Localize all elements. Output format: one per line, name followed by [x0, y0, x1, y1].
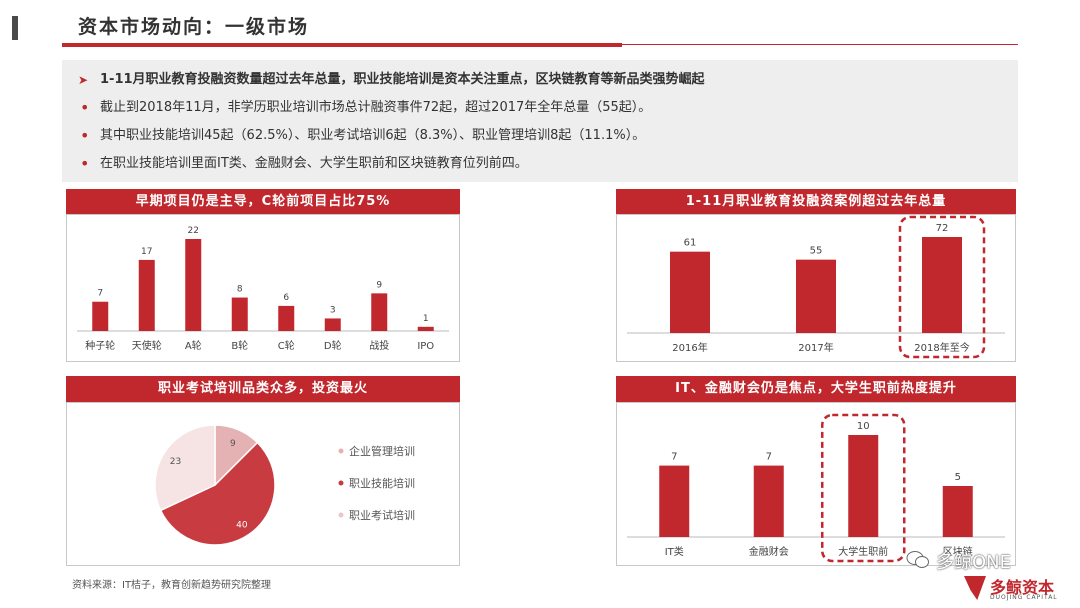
chart-years-svg: 61 2016年 55 2017年 72 2018年至今 — [627, 215, 1005, 359]
bar — [417, 326, 434, 331]
bar-value-label: 72 — [936, 223, 949, 234]
chart-skills-title: IT、金融财会仍是焦点，大学生职前热度提升 — [616, 376, 1016, 402]
legend-marker — [338, 448, 344, 454]
bar — [278, 305, 295, 331]
pie-value-label: 9 — [230, 439, 236, 449]
whale-logo-icon — [964, 576, 986, 600]
chart-pie-title: 职业考试培训品类众多，投资最火 — [66, 376, 460, 402]
pie-slice — [159, 441, 276, 546]
chart-years-title: 1-11月职业教育投融资案例超过去年总量 — [616, 189, 1016, 215]
bar-value-label: 22 — [188, 226, 199, 236]
category-tick-label: 种子轮 — [85, 339, 115, 352]
bar-value-label: 5 — [955, 472, 961, 483]
category-tick-label: IPO — [417, 341, 434, 352]
summary-headline: ➤ 1-11月职业教育投融资数量超过去年总量，职业技能培训是资本关注重点，区块链… — [76, 66, 1004, 94]
chart-skills-svg: 7 IT类 7 金融财会 10 大学生职前 5 区块链 — [627, 413, 1005, 563]
bar-value-label: 3 — [330, 305, 336, 315]
dot-bullet-icon: • — [80, 154, 90, 173]
dot-bullet-icon: • — [80, 98, 90, 117]
bar-value-label: 6 — [283, 293, 289, 303]
chart-years-panel: 61 2016年 55 2017年 72 2018年至今 — [616, 214, 1016, 362]
summary-bullet-text: 其中职业技能培训45起（62.5%）、职业考试培训6起（8.3%）、职业管理培训… — [100, 128, 646, 143]
category-tick-label: 2017年 — [798, 341, 833, 354]
summary-headline-text: 1-11月职业教育投融资数量超过去年总量，职业技能培训是资本关注重点，区块链教育… — [100, 72, 705, 87]
category-tick-label: A轮 — [185, 339, 202, 352]
bar — [371, 293, 388, 331]
category-tick-label: 战投 — [369, 339, 389, 352]
category-tick-label: B轮 — [231, 339, 248, 352]
category-tick-label: D轮 — [324, 339, 342, 352]
chart-skills-panel: 7 IT类 7 金融财会 10 大学生职前 5 区块链 — [616, 402, 1016, 566]
bar-value-label: 17 — [141, 247, 152, 257]
pie-value-label: 40 — [236, 520, 248, 530]
pie-value-label: 23 — [170, 457, 181, 467]
dot-bullet-icon: • — [80, 126, 90, 145]
summary-box: ➤ 1-11月职业教育投融资数量超过去年总量，职业技能培训是资本关注重点，区块链… — [62, 60, 1018, 182]
bar-value-label: 61 — [684, 238, 697, 249]
legend-label: 企业管理培训 — [349, 444, 415, 458]
logo-subtitle: DUOJING CAPITAL — [990, 594, 1058, 601]
bar-value-label: 55 — [810, 246, 823, 257]
bar — [670, 251, 710, 333]
category-tick-label: 大学生职前 — [838, 545, 888, 558]
bar-value-label: 8 — [237, 285, 243, 295]
category-tick-label: C轮 — [278, 339, 295, 352]
summary-bullet-text: 在职业技能培训里面IT类、金融财会、大学生职前和区块链教育位列前四。 — [100, 156, 528, 171]
bar — [753, 465, 784, 537]
source-note: 资料来源：IT桔子，教育创新趋势研究院整理 — [72, 580, 272, 591]
legend-label: 职业技能培训 — [349, 476, 415, 490]
bar — [185, 239, 202, 331]
company-logo: 多鲸资本 DUOJING CAPITAL — [964, 574, 1074, 604]
title-rule-accent — [62, 43, 622, 47]
category-tick-label: 2016年 — [672, 341, 707, 354]
bar-value-label: 1 — [423, 314, 429, 324]
summary-bullet: • 截止到2018年11月，非学历职业培训市场总计融资事件72起，超过2017年… — [76, 94, 1004, 122]
chart-rounds-panel: 7 种子轮 17 天使轮 22 A轮 8 B轮 6 C轮 3 D轮 9 战投 1 IPO — [66, 214, 460, 362]
bar — [231, 297, 248, 331]
chart-rounds-svg: 7 种子轮 17 天使轮 22 A轮 8 B轮 6 C轮 3 D轮 9 战投 1 IPO — [77, 226, 449, 352]
wechat-icon — [906, 551, 929, 568]
pie-slice — [154, 424, 216, 512]
bar — [848, 435, 879, 537]
bar-value-label: 10 — [857, 421, 870, 432]
bar — [922, 237, 962, 333]
bar-value-label: 7 — [766, 452, 772, 463]
category-tick-label: 金融财会 — [749, 545, 789, 558]
bar — [324, 318, 341, 331]
category-tick-label: 区块链 — [943, 545, 973, 558]
highlight-dashed-box — [898, 215, 986, 359]
header-accent-bar — [12, 16, 18, 40]
category-tick-label: 2018年至今 — [914, 341, 969, 354]
summary-bullet: • 其中职业技能培训45起（62.5%）、职业考试培训6起（8.3%）、职业管理… — [76, 122, 1004, 150]
bar-value-label: 7 — [671, 452, 677, 463]
bar — [659, 465, 690, 537]
bar-value-label: 7 — [97, 289, 103, 299]
bar — [138, 259, 155, 331]
legend-marker — [338, 512, 344, 518]
bar — [942, 486, 973, 537]
legend-label: 职业考试培训 — [349, 508, 415, 522]
bar — [92, 301, 109, 331]
bar — [796, 259, 836, 333]
logo-name: 多鲸资本 — [990, 578, 1055, 597]
page-title: 资本市场动向：一级市场 — [78, 16, 310, 38]
bar-value-label: 9 — [376, 280, 382, 290]
watermark-text: 多鲸ONE — [936, 552, 1012, 573]
category-tick-label: 天使轮 — [132, 339, 162, 352]
summary-bullet: • 在职业技能培训里面IT类、金融财会、大学生职前和区块链教育位列前四。 — [76, 150, 1004, 178]
summary-bullet-text: 截止到2018年11月，非学历职业培训市场总计融资事件72起，超过2017年全年… — [100, 100, 652, 115]
legend-marker — [338, 480, 344, 486]
chart-rounds-title: 早期项目仍是主导，C轮前项目占比75% — [66, 189, 460, 215]
highlight-dashed-box — [821, 413, 906, 563]
arrow-bullet-icon: ➤ — [78, 73, 89, 87]
chart-pie-panel: 9 40 23 企业管理培训 职业技能培训 职业考试培训 — [66, 402, 460, 566]
category-tick-label: IT类 — [665, 545, 684, 558]
